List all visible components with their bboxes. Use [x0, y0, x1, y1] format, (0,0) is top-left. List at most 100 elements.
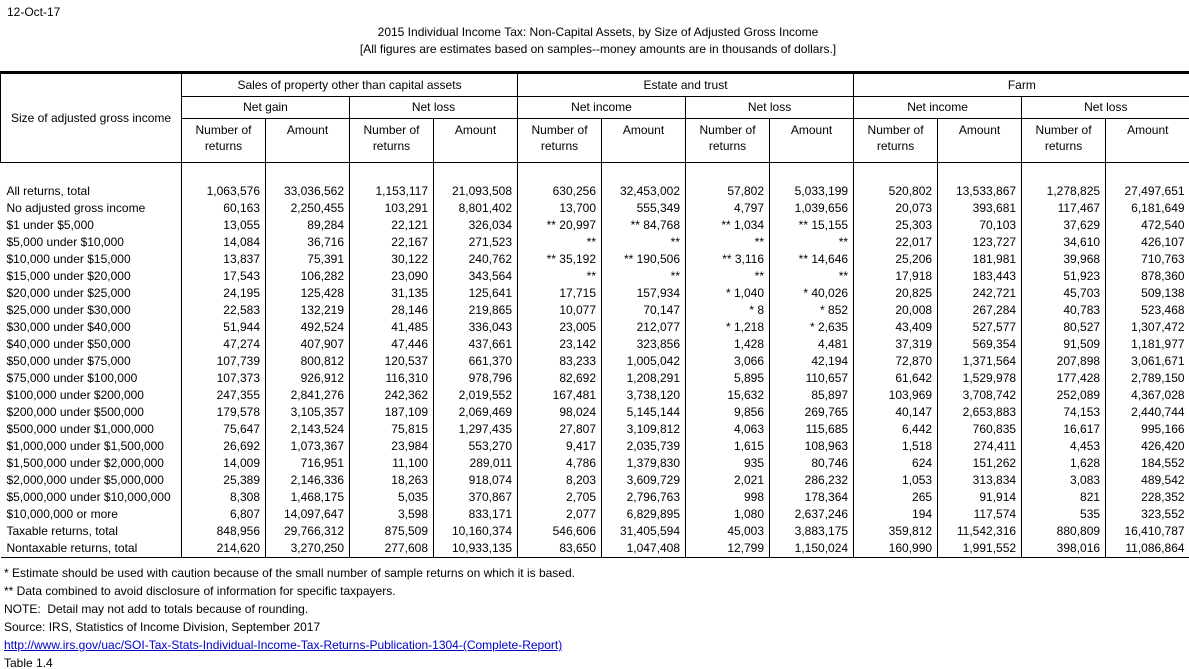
cell: 1,518: [853, 438, 938, 455]
cell: 978,796: [432, 370, 518, 387]
cell: 184,552: [1105, 455, 1189, 472]
cell: * 852: [769, 302, 854, 319]
cell: 106,282: [265, 268, 350, 285]
page-header: 12-Oct-17 2015 Individual Income Tax: No…: [0, 0, 1189, 58]
cell: 2,796,763: [601, 489, 686, 506]
cell: **: [685, 234, 770, 251]
cell: 47,446: [349, 336, 434, 353]
table-row: Nontaxable returns, total 214,620 3,270,25…: [0, 540, 1189, 558]
cell: 1,428: [685, 336, 770, 353]
cell: 45,003: [685, 523, 770, 540]
cell: 25,206: [853, 251, 938, 268]
cell: 393,681: [937, 200, 1022, 217]
cell: 2,143,524: [265, 421, 350, 438]
publication-link[interactable]: http://www.irs.gov/uac/SOI-Tax-Stats-Ind…: [4, 638, 563, 652]
cell: 103,291: [349, 200, 434, 217]
cell: 848,956: [181, 523, 266, 540]
row-label: $25,000 under $30,000: [0, 302, 182, 319]
column-header-amount: Amount: [265, 118, 350, 163]
cell: 1,307,472: [1105, 319, 1189, 336]
subgroup-estate-net-income: Net income: [517, 96, 686, 119]
group-header-farm: Farm: [853, 74, 1189, 97]
cell: 89,284: [265, 217, 350, 234]
cell: 13,700: [517, 200, 602, 217]
cell: 16,410,787: [1105, 523, 1189, 540]
cell: 125,428: [265, 285, 350, 302]
cell: 4,786: [517, 455, 602, 472]
row-label: $1,500,000 under $2,000,000: [0, 455, 182, 472]
cell: 178,364: [769, 489, 854, 506]
cell: 132,219: [265, 302, 350, 319]
cell: 1,063,576: [181, 183, 266, 200]
cell: 2,637,246: [769, 506, 854, 523]
cell: 1,278,825: [1021, 183, 1106, 200]
cell: 27,497,651: [1105, 183, 1189, 200]
cell: 1,039,656: [769, 200, 854, 217]
cell: 1,053: [853, 472, 938, 489]
table-reference: Table 1.4: [4, 656, 53, 669]
cell: 359,812: [853, 523, 938, 540]
cell: **: [769, 234, 854, 251]
column-header-number-of-returns: Number of returns: [1021, 118, 1106, 163]
cell: 1,080: [685, 506, 770, 523]
cell: * 1,218: [685, 319, 770, 336]
cell: 5,145,144: [601, 404, 686, 421]
spacer-cell: [265, 162, 350, 183]
column-header-number-of-returns: Number of returns: [685, 118, 770, 163]
cell: 115,685: [769, 421, 854, 438]
cell: 242,362: [349, 387, 434, 404]
cell: 15,632: [685, 387, 770, 404]
subgroup-farm-net-loss: Net loss: [1021, 96, 1189, 119]
cell: 207,898: [1021, 353, 1106, 370]
cell: 214,620: [181, 540, 266, 558]
table-row: $1 under $5,000 13,055 89,284 22,121 326,034…: [0, 217, 1189, 234]
cell: 14,009: [181, 455, 266, 472]
cell: 22,583: [181, 302, 266, 319]
cell: 523,468: [1105, 302, 1189, 319]
cell: 25,303: [853, 217, 938, 234]
cell: 323,856: [601, 336, 686, 353]
cell: 3,105,357: [265, 404, 350, 421]
cell: 11,100: [349, 455, 434, 472]
cell: 187,109: [349, 404, 434, 421]
cell: 2,705: [517, 489, 602, 506]
row-label: All returns, total: [0, 183, 182, 200]
cell: 6,807: [181, 506, 266, 523]
column-header-amount: Amount: [432, 118, 518, 163]
subgroup-header-row: Net gain Net loss Net income Net loss Ne…: [1, 96, 1189, 119]
table-row: $25,000 under $30,000 22,583 132,219 28,146…: [0, 302, 1189, 319]
cell: ** 84,768: [601, 217, 686, 234]
cell: 289,011: [432, 455, 518, 472]
cell: 75,815: [349, 421, 434, 438]
cell: 8,801,402: [432, 200, 518, 217]
spacer-cell: [0, 162, 182, 183]
cell: 426,107: [1105, 234, 1189, 251]
row-label: $1,000,000 under $1,500,000: [0, 438, 182, 455]
row-label: $1 under $5,000: [0, 217, 182, 234]
cell: 5,895: [685, 370, 770, 387]
spacer-cell: [769, 162, 854, 183]
cell: 370,867: [432, 489, 518, 506]
table-row: $5,000,000 under $10,000,000 8,308 1,468,1…: [0, 489, 1189, 506]
cell: 13,837: [181, 251, 266, 268]
cell: 31,135: [349, 285, 434, 302]
cell: 228,352: [1105, 489, 1189, 506]
cell: 343,564: [432, 268, 518, 285]
cell: 51,944: [181, 319, 266, 336]
cell: 83,650: [517, 540, 602, 558]
cell: 32,453,002: [601, 183, 686, 200]
cell: 247,355: [181, 387, 266, 404]
cell: 34,610: [1021, 234, 1106, 251]
cell: 157,934: [601, 285, 686, 302]
cell: 42,194: [769, 353, 854, 370]
cell: 1,529,978: [937, 370, 1022, 387]
spacer-cell: [1105, 162, 1189, 183]
cell: 20,073: [853, 200, 938, 217]
cell: 10,160,374: [432, 523, 518, 540]
column-header-number-of-returns: Number of returns: [349, 118, 434, 163]
group-header-row: Size of adjusted gross income Sales of p…: [0, 74, 1189, 163]
subgroup-sales-net-loss: Net loss: [348, 96, 518, 119]
cell: 151,262: [937, 455, 1022, 472]
cell: 23,005: [517, 319, 602, 336]
cell: 91,914: [937, 489, 1022, 506]
